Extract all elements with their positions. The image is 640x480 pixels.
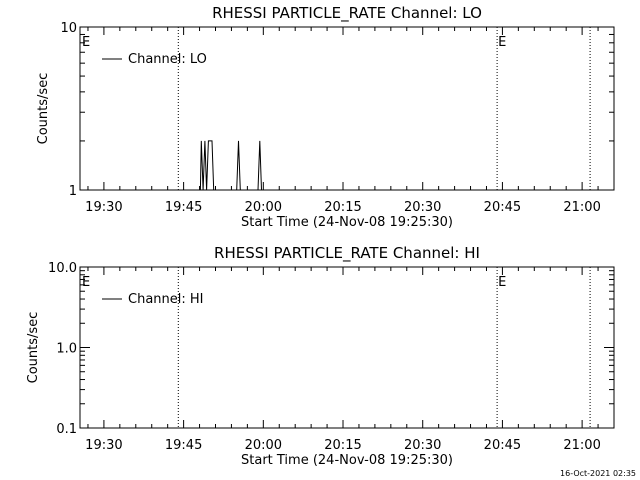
legend-label: Channel: HI	[128, 292, 204, 307]
event-label-E: E	[498, 275, 506, 290]
x-tick-label: 20:00	[245, 200, 282, 215]
x-tick-label: 21:00	[563, 200, 600, 215]
y-tick-label: 1	[69, 184, 77, 199]
y-axis-label: Counts/sec	[26, 312, 41, 384]
event-label-E: E	[82, 35, 90, 50]
x-tick-label: 20:30	[404, 438, 441, 453]
series-line-channel-lo	[80, 140, 614, 191]
x-tick-label: 20:00	[245, 438, 282, 453]
chart-title: RHESSI PARTICLE_RATE Channel: HI	[214, 244, 480, 263]
x-axis-label: Start Time (24-Nov-08 19:25:30)	[241, 215, 453, 230]
x-tick-label: 20:45	[484, 438, 521, 453]
x-tick-label: 20:30	[404, 200, 441, 215]
event-label-E: E	[498, 35, 506, 50]
legend-label: Channel: LO	[128, 52, 207, 67]
chart-title: RHESSI PARTICLE_RATE Channel: LO	[212, 4, 482, 23]
x-tick-label: 20:45	[484, 200, 521, 215]
x-tick-label: 20:15	[324, 438, 361, 453]
x-tick-label: 19:45	[165, 438, 202, 453]
x-tick-label: 20:15	[324, 200, 361, 215]
y-tick-label: 10	[60, 21, 77, 36]
x-axis-label: Start Time (24-Nov-08 19:25:30)	[241, 453, 453, 468]
x-tick-label: 19:30	[85, 200, 122, 215]
x-tick-label: 19:45	[165, 200, 202, 215]
event-label-E: E	[82, 275, 90, 290]
y-tick-label: 10.0	[48, 261, 77, 276]
y-tick-label: 0.1	[56, 422, 77, 437]
x-tick-label: 21:00	[563, 438, 600, 453]
x-tick-label: 19:30	[85, 438, 122, 453]
y-axis-label: Counts/sec	[36, 73, 51, 145]
y-tick-label: 1.0	[56, 342, 77, 357]
footer-timestamp: 16-Oct-2021 02:35	[560, 469, 636, 478]
